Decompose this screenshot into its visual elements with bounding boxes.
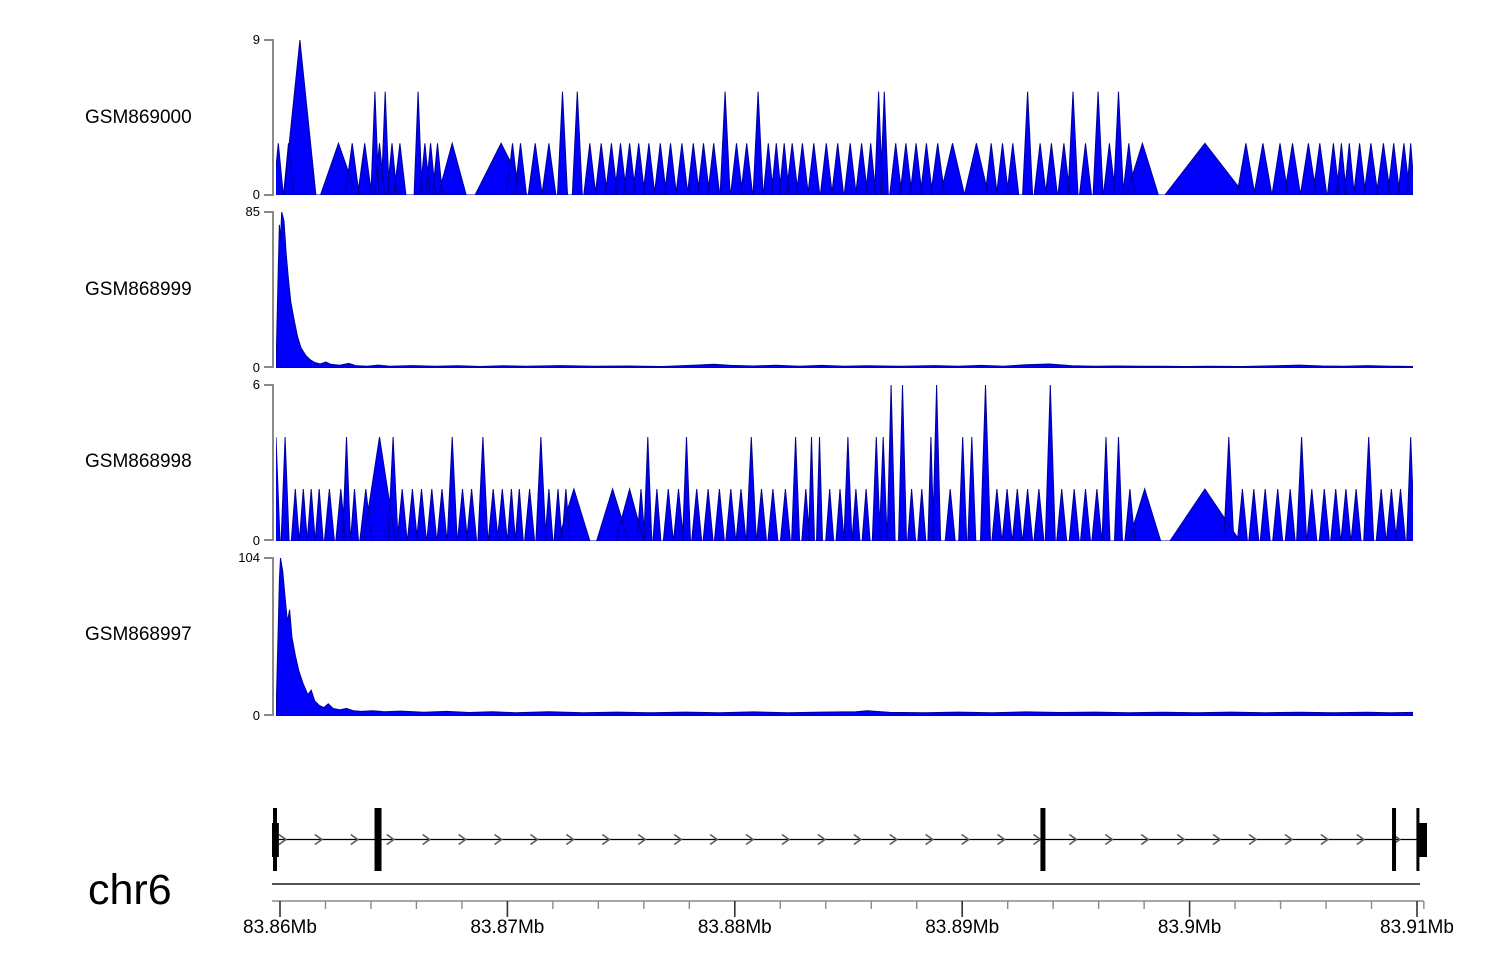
strand-direction-arrow-icon bbox=[529, 833, 539, 846]
track1-yaxis-top-tick bbox=[264, 39, 274, 41]
coverage-area bbox=[276, 558, 1413, 716]
axis-tick-label: 83.88Mb bbox=[697, 917, 772, 938]
strand-direction-arrow-icon bbox=[314, 833, 324, 846]
track-label-gsm868998: GSM868998 bbox=[85, 451, 192, 472]
strand-direction-arrow-icon bbox=[673, 833, 683, 846]
strand-direction-arrow-icon bbox=[1284, 833, 1294, 846]
chromosome-label: chr6 bbox=[88, 866, 172, 914]
track3-ymin-label: 0 bbox=[252, 533, 260, 548]
track2-ymax-label: 85 bbox=[245, 204, 260, 219]
track2-yaxis-top-tick bbox=[264, 211, 274, 213]
strand-direction-arrow-icon bbox=[925, 833, 935, 846]
gene-model-track bbox=[272, 808, 1428, 871]
track3-yaxis-bottom-tick bbox=[264, 539, 274, 541]
coverage-area bbox=[276, 212, 1413, 368]
track1-ymin-label: 0 bbox=[252, 187, 260, 202]
axis-tick-label: 83.91Mb bbox=[1380, 917, 1454, 938]
coverage-plot-gsm868999 bbox=[276, 212, 1413, 368]
strand-direction-arrow-icon bbox=[637, 833, 647, 846]
strand-direction-arrow-icon bbox=[601, 833, 611, 846]
genome-axis-track bbox=[272, 883, 1425, 917]
exon-bar bbox=[1392, 808, 1397, 871]
strand-direction-arrow-icon bbox=[458, 833, 467, 846]
strand-direction-arrow-icon bbox=[494, 833, 503, 846]
exon-bar bbox=[374, 808, 382, 871]
track1-yaxis-line bbox=[272, 40, 274, 195]
strand-direction-arrow-icon bbox=[817, 833, 827, 846]
track2-yaxis-line bbox=[272, 212, 274, 368]
strand-direction-arrow-icon bbox=[278, 833, 288, 846]
strand-direction-arrow-icon bbox=[889, 833, 899, 846]
exon-bar bbox=[1416, 808, 1420, 871]
strand-direction-arrow-icon bbox=[709, 833, 719, 846]
axis-tick-label: 83.87Mb bbox=[470, 917, 545, 938]
strand-direction-arrow-icon bbox=[1176, 833, 1186, 846]
strand-direction-arrow-icon bbox=[386, 833, 396, 846]
exon-box bbox=[1419, 823, 1428, 857]
track2-ymin-label: 0 bbox=[252, 360, 260, 375]
exon-bar bbox=[1040, 808, 1046, 871]
track2-yaxis-bottom-tick bbox=[264, 366, 274, 368]
strand-direction-arrow-icon bbox=[997, 833, 1006, 846]
track-label-gsm868999: GSM868999 bbox=[85, 279, 192, 300]
strand-direction-arrow-icon bbox=[1068, 833, 1078, 846]
strand-direction-arrow-icon bbox=[565, 833, 575, 846]
strand-direction-arrow-icon bbox=[1212, 833, 1222, 846]
track4-yaxis-line bbox=[272, 558, 274, 716]
track1-yaxis-bottom-tick bbox=[264, 194, 274, 196]
strand-direction-arrow-icon bbox=[961, 833, 970, 846]
strand-direction-arrow-icon bbox=[1320, 833, 1330, 846]
axis-tick-label: 83.86Mb bbox=[243, 917, 317, 938]
strand-direction-arrow-icon bbox=[1140, 833, 1150, 846]
strand-direction-arrow-icon bbox=[350, 833, 360, 846]
strand-direction-arrow-icon bbox=[1356, 833, 1366, 846]
strand-direction-arrow-icon bbox=[781, 833, 791, 846]
strand-direction-arrow-icon bbox=[1104, 833, 1114, 846]
coverage-plot-gsm869000 bbox=[276, 40, 1413, 195]
coverage-plot-gsm868998 bbox=[276, 385, 1413, 541]
coverage-plot-gsm868997 bbox=[276, 558, 1413, 716]
strand-direction-arrow-icon bbox=[853, 833, 863, 846]
track4-yaxis-bottom-tick bbox=[264, 714, 274, 716]
axis-tick-label: 83.89Mb bbox=[925, 917, 1000, 938]
track4-ymin-label: 0 bbox=[252, 708, 260, 723]
track1-ymax-label: 9 bbox=[252, 32, 260, 47]
exon-box bbox=[272, 823, 279, 857]
track4-ymax-label: 104 bbox=[238, 550, 260, 565]
coverage-area bbox=[276, 385, 1413, 541]
strand-direction-arrow-icon bbox=[745, 833, 755, 846]
coverage-area bbox=[276, 40, 1413, 195]
track-label-gsm868997: GSM868997 bbox=[85, 624, 192, 645]
strand-direction-arrow-icon bbox=[422, 833, 432, 846]
strand-direction-arrow-icon bbox=[1248, 833, 1258, 846]
track3-ymax-label: 6 bbox=[252, 377, 260, 392]
track4-yaxis-top-tick bbox=[264, 557, 274, 559]
track-label-gsm869000: GSM869000 bbox=[85, 107, 192, 128]
axis-tick-label: 83.9Mb bbox=[1157, 917, 1222, 938]
track3-yaxis-line bbox=[272, 385, 274, 541]
track3-yaxis-top-tick bbox=[264, 384, 274, 386]
